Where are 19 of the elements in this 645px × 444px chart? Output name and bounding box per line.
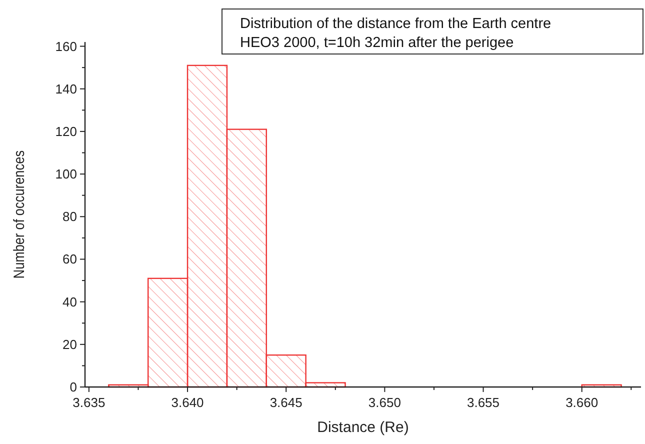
y-tick-label: 20 [62, 336, 77, 352]
y-tick-label: 40 [62, 294, 77, 310]
x-tick-label: 3.650 [368, 395, 401, 410]
chart-subtitle: HEO3 2000, t=10h 32min after the perigee [240, 35, 514, 51]
y-tick-label: 140 [55, 81, 77, 96]
chart-title: Distribution of the distance from the Earth centre [240, 16, 552, 32]
y-tick-label: 0 [70, 380, 77, 394]
x-tick-label: 3.655 [466, 395, 500, 410]
y-tick-label: 160 [55, 38, 77, 54]
y-tick-label: 60 [62, 252, 77, 267]
x-tick-label: 3.645 [270, 395, 302, 410]
x-tick-label: 3.640 [171, 395, 204, 410]
x-tick-label: 3.635 [72, 395, 106, 410]
y-tick-label: 80 [62, 209, 77, 224]
x-axis-title: Distance (Re) [317, 419, 409, 436]
x-tick-label: 3.660 [566, 395, 598, 410]
y-tick-label: 120 [55, 124, 77, 139]
y-tick-label: 100 [55, 166, 77, 182]
y-axis-title: Number of occurences [10, 150, 28, 279]
